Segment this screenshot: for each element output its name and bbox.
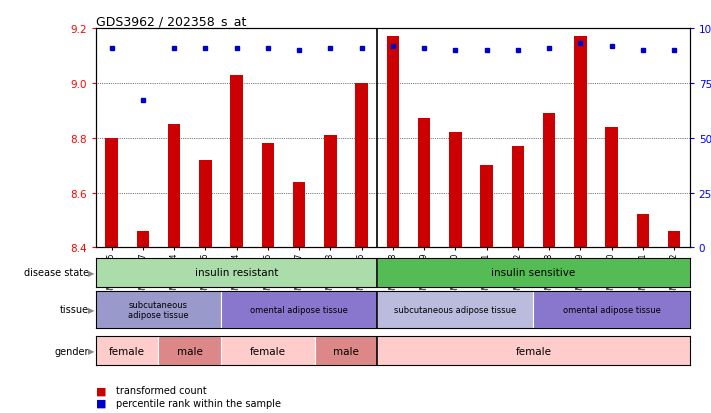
Text: ▶: ▶ (88, 347, 95, 356)
Bar (533, 291, 690, 328)
Bar (542, 114, 555, 248)
Bar (199, 160, 212, 248)
Text: transformed count: transformed count (116, 385, 207, 395)
Bar (387, 37, 399, 248)
Bar (605, 128, 618, 248)
Text: GDS3962 / 202358_s_at: GDS3962 / 202358_s_at (96, 15, 246, 28)
Text: ▶: ▶ (88, 268, 95, 277)
Bar (159, 337, 221, 366)
Bar (262, 144, 274, 248)
Text: ■: ■ (96, 398, 107, 408)
Bar (668, 231, 680, 248)
Text: male: male (177, 346, 203, 356)
Bar (636, 215, 649, 248)
Text: omental adipose tissue: omental adipose tissue (562, 305, 661, 314)
Text: female: female (250, 346, 286, 356)
Bar (137, 231, 149, 248)
Text: tissue: tissue (60, 305, 89, 315)
Bar (96, 337, 159, 366)
Bar (293, 182, 305, 248)
Bar (511, 147, 524, 248)
Text: gender: gender (54, 346, 89, 356)
Bar (230, 76, 243, 248)
Bar (105, 138, 118, 248)
Bar (96, 291, 221, 328)
Text: female: female (109, 346, 145, 356)
Bar (378, 337, 690, 366)
Bar (324, 135, 336, 248)
Bar (356, 84, 368, 248)
Bar (449, 133, 461, 248)
Bar (221, 337, 315, 366)
Bar (315, 337, 378, 366)
Text: insulin sensitive: insulin sensitive (491, 268, 576, 278)
Bar (574, 37, 587, 248)
Text: ■: ■ (96, 385, 107, 395)
Text: female: female (515, 346, 552, 356)
Text: subcutaneous
adipose tissue: subcutaneous adipose tissue (128, 300, 189, 319)
Bar (378, 291, 533, 328)
Text: subcutaneous adipose tissue: subcutaneous adipose tissue (394, 305, 516, 314)
Text: ▶: ▶ (88, 305, 95, 314)
Bar (168, 125, 181, 248)
Bar (378, 258, 690, 287)
Bar (96, 258, 378, 287)
Text: male: male (333, 346, 359, 356)
Bar (221, 291, 378, 328)
Text: omental adipose tissue: omental adipose tissue (250, 305, 348, 314)
Bar (481, 166, 493, 248)
Text: disease state: disease state (23, 268, 89, 278)
Bar (418, 119, 430, 248)
Text: insulin resistant: insulin resistant (195, 268, 278, 278)
Text: percentile rank within the sample: percentile rank within the sample (116, 398, 281, 408)
